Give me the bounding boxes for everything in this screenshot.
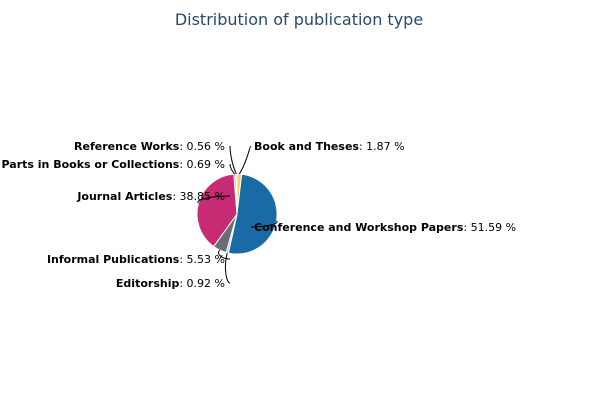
pie-slice-conference-and-workshop-papers[interactable] — [227, 173, 278, 255]
connector-journal-articles — [197, 195, 231, 204]
slice-label-name: Reference Works — [74, 140, 180, 153]
slice-label-name: Book and Theses — [254, 140, 359, 153]
slice-label-name: Conference and Workshop Papers — [254, 221, 464, 234]
slice-label-name: Informal Publications — [47, 253, 180, 266]
connector-reference-works — [229, 145, 237, 175]
slice-label-value: : 1.87 % — [359, 140, 405, 153]
connector-informal-publications — [218, 249, 231, 260]
connector-book-and-theses — [238, 145, 252, 175]
connector-editorship — [224, 252, 231, 284]
chart-title: Distribution of publication type — [175, 10, 423, 29]
slice-label-value: : 0.69 % — [179, 158, 225, 171]
slice-label-editorship: Editorship: 0.92 % — [116, 277, 225, 290]
slice-label-name: Editorship — [116, 277, 180, 290]
slice-label-book-and-theses: Book and Theses: 1.87 % — [254, 140, 405, 153]
slice-label-value: : 5.53 % — [179, 253, 225, 266]
slice-label-value: : 51.59 % — [463, 221, 516, 234]
slice-label-conference-and-workshop-papers: Conference and Workshop Papers: 51.59 % — [254, 221, 516, 234]
slice-label-journal-articles: Journal Articles: 38.85 % — [76, 190, 225, 203]
connector-conference-and-workshop-papers — [250, 220, 278, 228]
connector-parts-in-books-or-collections — [229, 163, 236, 175]
slice-label-value: : 38.85 % — [172, 190, 225, 203]
slice-label-value: : 0.92 % — [179, 277, 225, 290]
slice-label-value: : 0.56 % — [179, 140, 225, 153]
pie-slice-journal-articles[interactable] — [196, 173, 238, 248]
slice-label-name: Parts in Books or Collections — [2, 158, 180, 171]
slice-label-name: Journal Articles — [76, 190, 172, 203]
slice-label-reference-works: Reference Works: 0.56 % — [74, 140, 225, 153]
slice-label-informal-publications: Informal Publications: 5.53 % — [47, 253, 225, 266]
slice-label-parts-in-books-or-collections: Parts in Books or Collections: 0.69 % — [2, 158, 225, 171]
